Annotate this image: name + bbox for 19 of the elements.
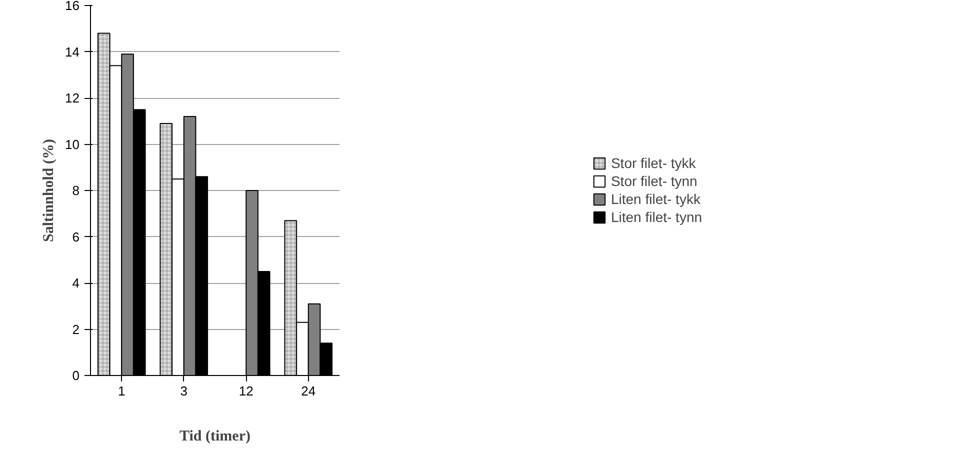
y-tick-label: 6 bbox=[72, 229, 80, 244]
x-tick-label: 12 bbox=[238, 384, 254, 398]
y-tick-label: 2 bbox=[72, 322, 80, 337]
y-tick-label: 10 bbox=[65, 136, 80, 152]
x-tick-label: 24 bbox=[301, 384, 316, 398]
legend-label: Liten filet- tynn bbox=[610, 209, 702, 225]
x-axis-title: Tid (timer) bbox=[180, 428, 250, 444]
x-tick-label: 1 bbox=[118, 384, 126, 398]
y-axis-title: Saltinnhold (%) bbox=[41, 139, 58, 242]
y-tick-label: 14 bbox=[65, 44, 80, 60]
y-tick-label: 0 bbox=[72, 368, 80, 383]
y-tick-label: 12 bbox=[65, 90, 80, 106]
y-tick-label: 4 bbox=[72, 276, 80, 290]
legend-label: Stor filet- tykk bbox=[610, 155, 696, 171]
legend-label: Liten filet- tykk bbox=[610, 191, 700, 207]
legend-label: Stor filet- tynn bbox=[610, 173, 698, 189]
y-tick-label: 8 bbox=[72, 183, 80, 198]
y-tick-label: 16 bbox=[65, 0, 80, 13]
x-tick-label: 3 bbox=[180, 384, 188, 398]
